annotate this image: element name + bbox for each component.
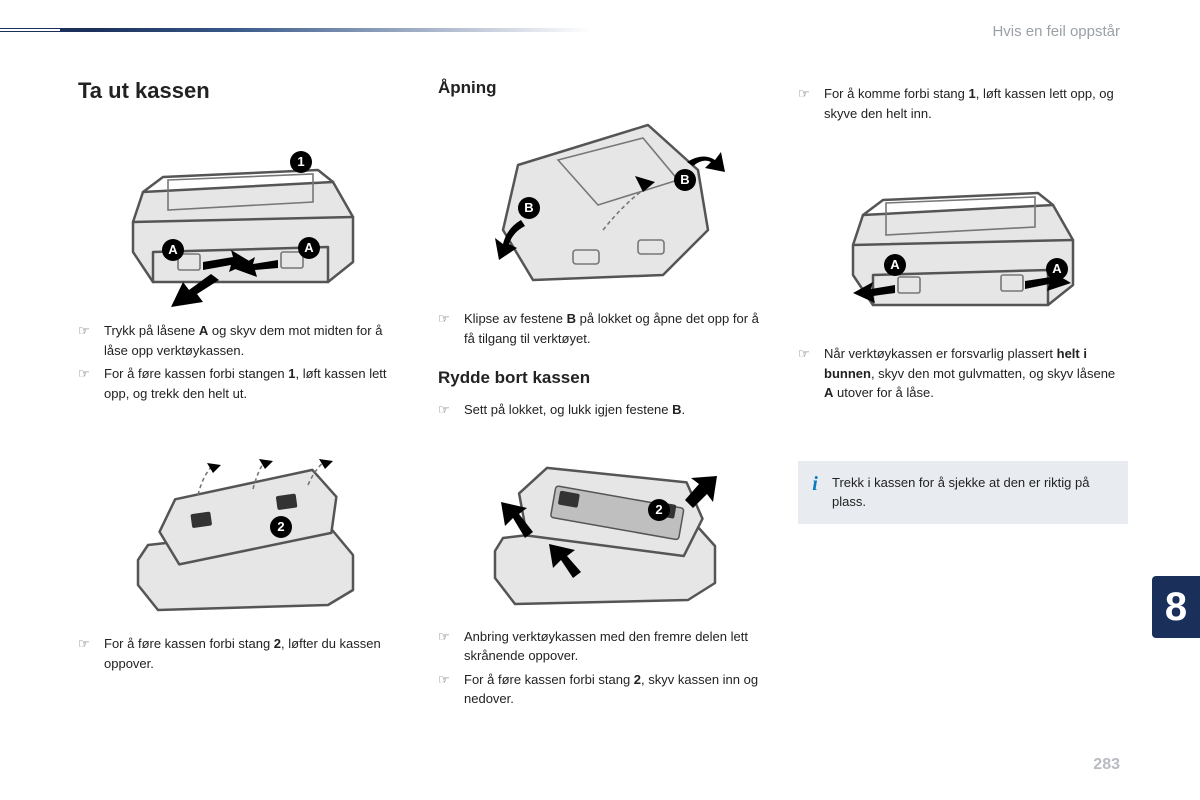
chapter-tab: 8 (1152, 576, 1200, 638)
badge-A: A (304, 240, 314, 255)
list-item: For å føre kassen forbi stang 2, skyv ka… (464, 670, 768, 709)
badge-A: A (1052, 261, 1062, 276)
figure-open-lid: B B (463, 110, 743, 295)
bullets-remove-2: For å føre kassen forbi stang 2, løfter … (78, 634, 408, 677)
badge-A: A (890, 257, 900, 272)
bullets-insert-2: Når verktøykassen er forsvarlig plassert… (798, 344, 1128, 407)
figure-stow-box: 2 (463, 448, 743, 613)
badge-B: B (524, 200, 533, 215)
badge-2: 2 (655, 502, 662, 517)
info-box: i Trekk i kassen for å sjekke at den er … (798, 461, 1128, 524)
list-item: Klipse av festene B på lokket og åpne de… (464, 309, 768, 348)
figure-remove-box: A A 1 (103, 122, 383, 307)
bullets-insert-1: For å komme forbi stang 1, løft kassen l… (798, 84, 1128, 127)
page-number: 283 (1093, 756, 1120, 774)
page-content: Ta ut kassen A A 1 Trykk på låsene A og … (78, 78, 1120, 713)
bullets-opening: Klipse av festene B på lokket og åpne de… (438, 309, 768, 352)
section-label: Hvis en feil oppstår (992, 23, 1120, 40)
bullets-stow-1: Sett på lokket, og lukk igjen festene B. (438, 400, 768, 424)
list-item: For å komme forbi stang 1, løft kassen l… (824, 84, 1128, 123)
heading-take-out: Ta ut kassen (78, 78, 408, 104)
header-rule (0, 28, 590, 32)
column-2: Åpning B B Klipse av festene B på lokket… (438, 78, 768, 713)
column-3: For å komme forbi stang 1, løft kassen l… (798, 78, 1128, 713)
list-item: Når verktøykassen er forsvarlig plassert… (824, 344, 1128, 403)
bullets-remove-1: Trykk på låsene A og skyv dem mot midten… (78, 321, 408, 407)
bullets-stow-2: Anbring verktøykassen med den fremre del… (438, 627, 768, 713)
badge-A: A (168, 242, 178, 257)
heading-stow: Rydde bort kassen (438, 368, 768, 388)
figure-lift-box: 2 (103, 455, 383, 620)
list-item: Trykk på låsene A og skyv dem mot midten… (104, 321, 408, 360)
badge-B: B (680, 172, 689, 187)
badge-2: 2 (277, 519, 284, 534)
info-text: Trekk i kassen for å sjekke at den er ri… (832, 473, 1112, 512)
header-rule-gap (0, 29, 60, 31)
heading-opening: Åpning (438, 78, 768, 98)
list-item: Anbring verktøykassen med den fremre del… (464, 627, 768, 666)
list-item: For å føre kassen forbi stangen 1, løft … (104, 364, 408, 403)
list-item: For å føre kassen forbi stang 2, løfter … (104, 634, 408, 673)
badge-1: 1 (297, 154, 304, 169)
list-item: Sett på lokket, og lukk igjen festene B. (464, 400, 768, 420)
figure-lock-box: A A (823, 145, 1103, 330)
column-1: Ta ut kassen A A 1 Trykk på låsene A og … (78, 78, 408, 713)
info-icon: i (798, 473, 832, 496)
